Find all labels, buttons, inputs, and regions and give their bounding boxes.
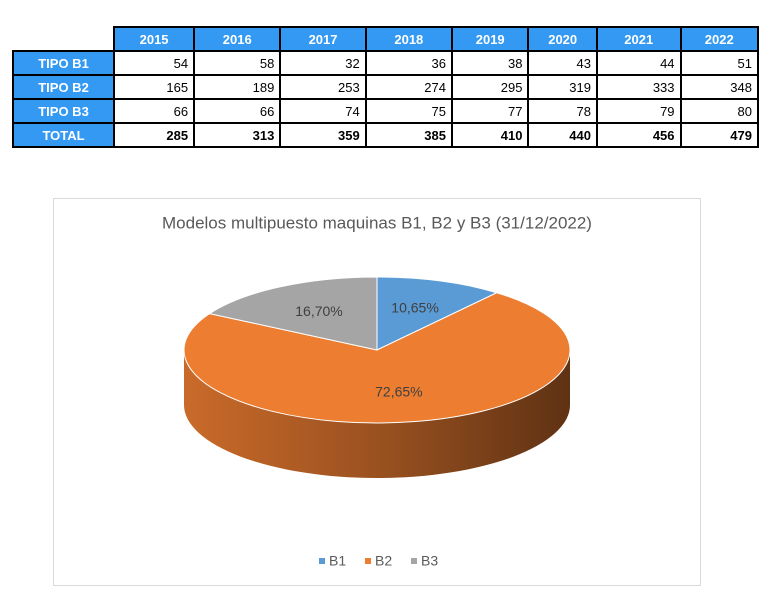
column-header: 2018 — [364, 26, 453, 52]
cell: 77 — [450, 98, 530, 124]
row-label: TOTAL — [11, 122, 116, 148]
data-label: 72,65% — [375, 384, 422, 400]
cell: 410 — [450, 122, 530, 148]
data-table: 2015 2016 2017 2018 2019 2020 2021 2022 TIPO B1 5… — [11, 26, 759, 148]
cell: 43 — [527, 50, 598, 76]
cell: 456 — [595, 122, 682, 148]
slice — [376, 276, 499, 351]
cell: 74 — [279, 98, 367, 124]
cell: 385 — [364, 122, 453, 148]
row-label: TIPO B3 — [11, 98, 116, 124]
column-header: 2015 — [113, 26, 196, 52]
side-shade — [184, 350, 570, 478]
cell: 79 — [595, 98, 682, 124]
legend-label: B2 — [375, 553, 392, 569]
legend-swatch — [411, 558, 417, 564]
cell: 36 — [364, 50, 453, 76]
header-row: 2015 2016 2017 2018 2019 2020 2021 2022 — [13, 26, 759, 52]
cell: 51 — [679, 50, 759, 76]
cell: 189 — [193, 74, 282, 100]
column-header: 2021 — [595, 26, 682, 52]
cell: 165 — [113, 74, 196, 100]
chart-title: Modelos multipuesto maquinas B1, B2 y B3… — [162, 213, 592, 232]
cell: 333 — [595, 74, 682, 100]
column-header: 2020 — [527, 26, 598, 52]
legend-swatch — [365, 558, 371, 564]
slice — [183, 292, 571, 424]
legend-label: B1 — [329, 553, 346, 569]
column-header: 2019 — [450, 26, 530, 52]
cell: 348 — [679, 74, 759, 100]
column-header: 2022 — [679, 26, 759, 52]
cell: 479 — [679, 122, 759, 148]
cell: 66 — [193, 98, 282, 124]
cell: 319 — [527, 74, 598, 100]
data-label: 10,65% — [391, 299, 438, 315]
cell: 58 — [193, 50, 282, 76]
cell: 80 — [679, 98, 759, 124]
row-label: TIPO B2 — [11, 74, 116, 100]
cell: 32 — [279, 50, 367, 76]
cell: 78 — [527, 98, 598, 124]
cell: 440 — [527, 122, 598, 148]
cell: 75 — [364, 98, 453, 124]
row-label: TIPO B1 — [11, 50, 116, 76]
slice — [208, 276, 378, 351]
cell: 38 — [450, 50, 530, 76]
column-header: 2017 — [279, 26, 367, 52]
cell: 44 — [595, 50, 682, 76]
cell: 285 — [113, 122, 196, 148]
table-row: TIPO B2 165 189 253 274 295 319 333 348 — [11, 74, 759, 100]
cell: 253 — [279, 74, 367, 100]
cell: 295 — [450, 74, 530, 100]
table-row: TIPO B3 66 66 74 75 77 78 79 80 — [11, 98, 759, 124]
column-header: 2016 — [193, 26, 282, 52]
data-label: 16,70% — [295, 303, 342, 319]
cell: 359 — [279, 122, 367, 148]
cell: 66 — [113, 98, 196, 124]
legend-label: B3 — [421, 553, 438, 569]
cell: 54 — [113, 50, 196, 76]
table-row: TIPO B1 54 58 32 36 38 43 44 51 — [11, 50, 759, 76]
cell: 274 — [364, 74, 453, 100]
legend-swatch — [319, 558, 325, 564]
cell: 313 — [193, 122, 282, 148]
table-row: TOTAL 285 313 359 385 410 440 456 479 — [11, 122, 759, 148]
